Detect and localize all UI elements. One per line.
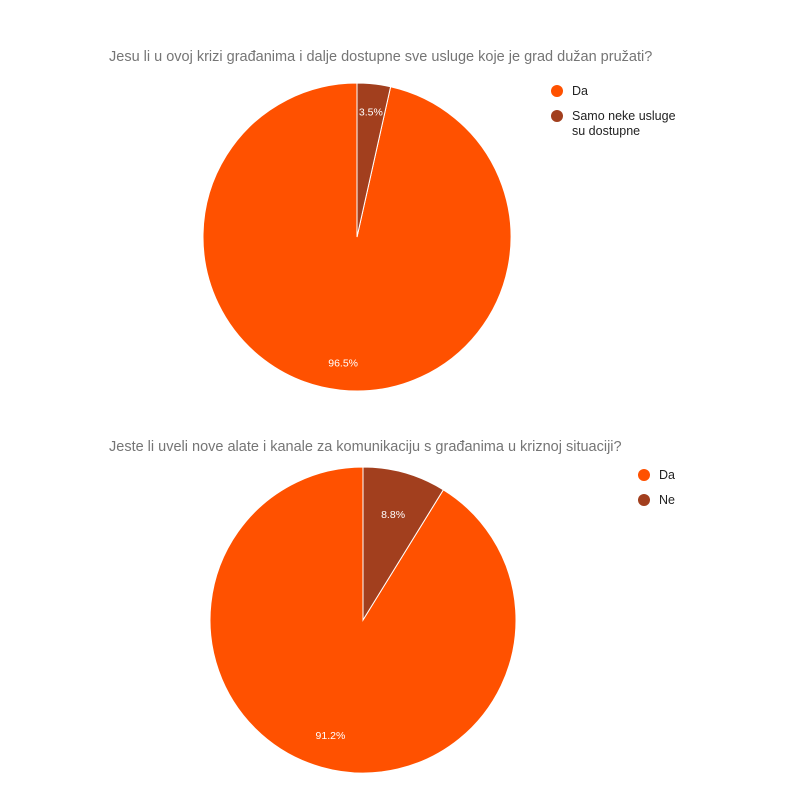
- legend-item-samo-neke: Samo neke usluge su dostupne: [551, 109, 682, 139]
- legend-item-ne: Ne: [638, 493, 675, 508]
- pie-slice-2: [356, 82, 392, 238]
- legend-item-da: Da: [551, 84, 682, 99]
- chart-2-legend: Da Ne: [638, 468, 675, 518]
- legend-swatch: [638, 494, 650, 506]
- legend-label: Da: [659, 468, 675, 482]
- chart-1-title: Jesu li u ovoj krizi građanima i dalje d…: [109, 49, 653, 65]
- legend-label: Da: [572, 84, 588, 98]
- legend-label: Ne: [659, 493, 675, 507]
- legend-label: Samo neke usluge su dostupne: [572, 109, 676, 138]
- pie-value-label: 96.5%: [328, 358, 358, 370]
- chart-1-pie: 96.5% 3.5%: [202, 82, 512, 392]
- chart-2-title: Jeste li uveli nove alate i kanale za ko…: [109, 439, 622, 455]
- pie-value-label: 3.5%: [359, 106, 383, 118]
- chart-2: Jeste li uveli nove alate i kanale za ko…: [0, 410, 789, 795]
- legend-item-da: Da: [638, 468, 675, 483]
- legend-swatch: [551, 110, 563, 122]
- chart-2-pie: 91.2% 8.8%: [209, 466, 517, 774]
- pie-value-label: 8.8%: [381, 509, 405, 521]
- pie-slice-2: [362, 466, 445, 622]
- chart-1: Jesu li u ovoj krizi građanima i dalje d…: [109, 49, 682, 392]
- pie-value-label: 91.2%: [316, 730, 346, 742]
- chart-1-legend: Da Samo neke usluge su dostupne: [551, 84, 682, 149]
- legend-swatch: [638, 469, 650, 481]
- legend-swatch: [551, 85, 563, 97]
